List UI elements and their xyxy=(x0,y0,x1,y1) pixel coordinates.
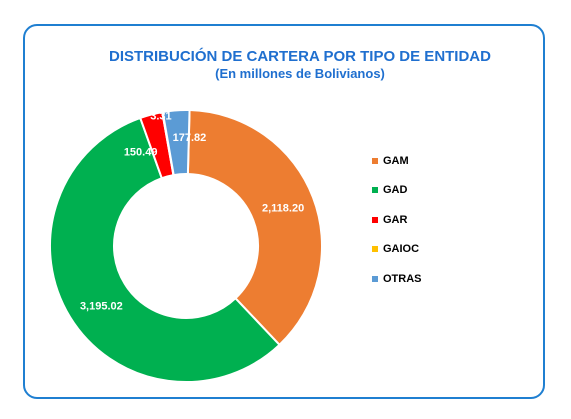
legend-swatch xyxy=(372,216,378,223)
slice-gam xyxy=(186,109,323,347)
legend-item-otras: OTRAS xyxy=(372,264,422,294)
slice-otras xyxy=(161,109,191,177)
legend-swatch xyxy=(372,157,378,164)
slice-gad xyxy=(49,116,281,383)
chart-subtitle: (En millones de Bolivianos) xyxy=(215,66,385,81)
legend-item-gad: GAD xyxy=(372,176,422,206)
legend-item-gaioc: GAIOC xyxy=(372,235,422,265)
legend-label: OTRAS xyxy=(383,272,422,285)
data-label-gad: 3,195.02 xyxy=(80,300,123,312)
legend-swatch xyxy=(372,246,378,253)
legend-label: GAD xyxy=(383,184,408,197)
legend-label: GAR xyxy=(383,213,408,226)
legend-item-gar: GAR xyxy=(372,205,422,235)
donut-slices xyxy=(49,109,323,383)
data-label-gar: 150.49 xyxy=(124,146,158,158)
legend-swatch xyxy=(372,187,378,194)
legend-label: GAIOC xyxy=(383,243,420,256)
chart-title: DISTRIBUCIÓN DE CARTERA POR TIPO DE ENTI… xyxy=(109,48,491,65)
legend-swatch xyxy=(372,275,378,282)
data-label-otras: 177.82 xyxy=(173,132,207,144)
legend-label: GAM xyxy=(383,154,409,167)
chart-legend: GAM GAD GAR GAIOC OTRAS xyxy=(372,146,422,294)
legend-item-gam: GAM xyxy=(372,146,422,176)
data-label-gam: 2,118.20 xyxy=(262,203,304,215)
data-label-gaioc: 3.31 xyxy=(150,110,171,122)
